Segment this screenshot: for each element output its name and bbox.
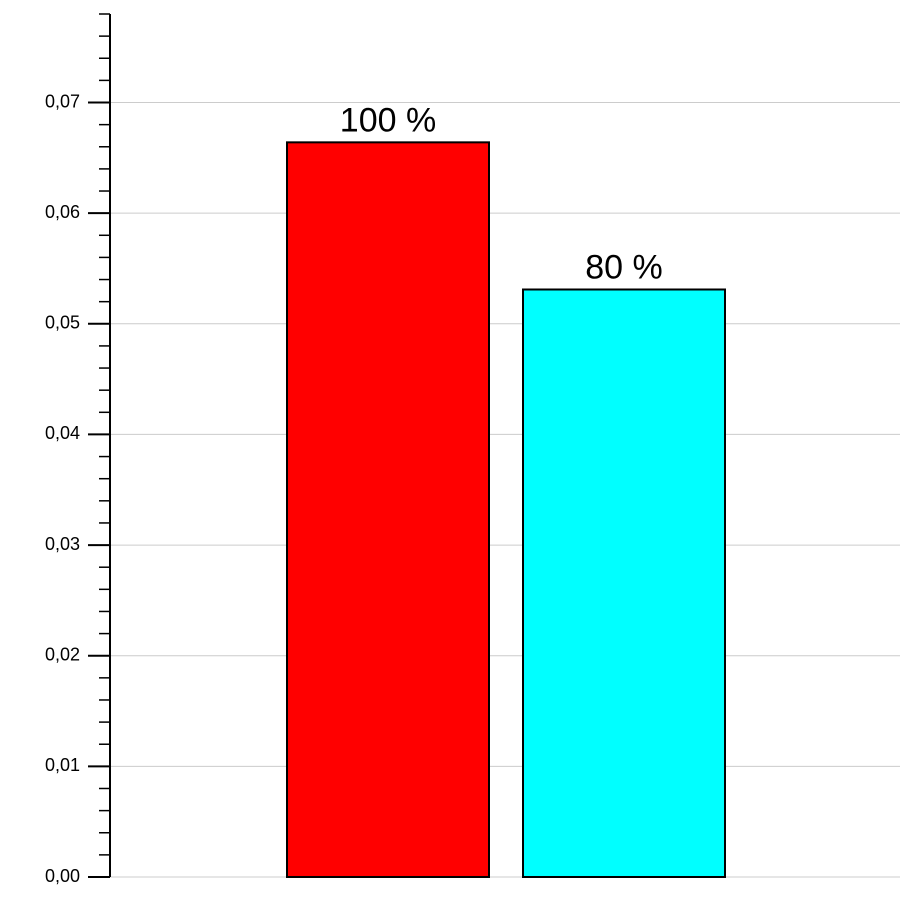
y-tick-label: 0,01: [45, 755, 80, 775]
bar: [286, 141, 490, 879]
bar-annotation: 100 %: [340, 101, 436, 139]
y-tick-label: 0,05: [45, 313, 80, 333]
bar: [522, 288, 726, 878]
y-tick-label: 0,04: [45, 423, 80, 443]
y-tick-label: 0,02: [45, 644, 80, 664]
y-tick-label: 0,06: [45, 202, 80, 222]
y-tick-label: 0,07: [45, 91, 80, 111]
bar-annotation: 80 %: [585, 248, 663, 286]
y-tick-label: 0,03: [45, 534, 80, 554]
y-tick-label: 0,00: [45, 866, 80, 886]
